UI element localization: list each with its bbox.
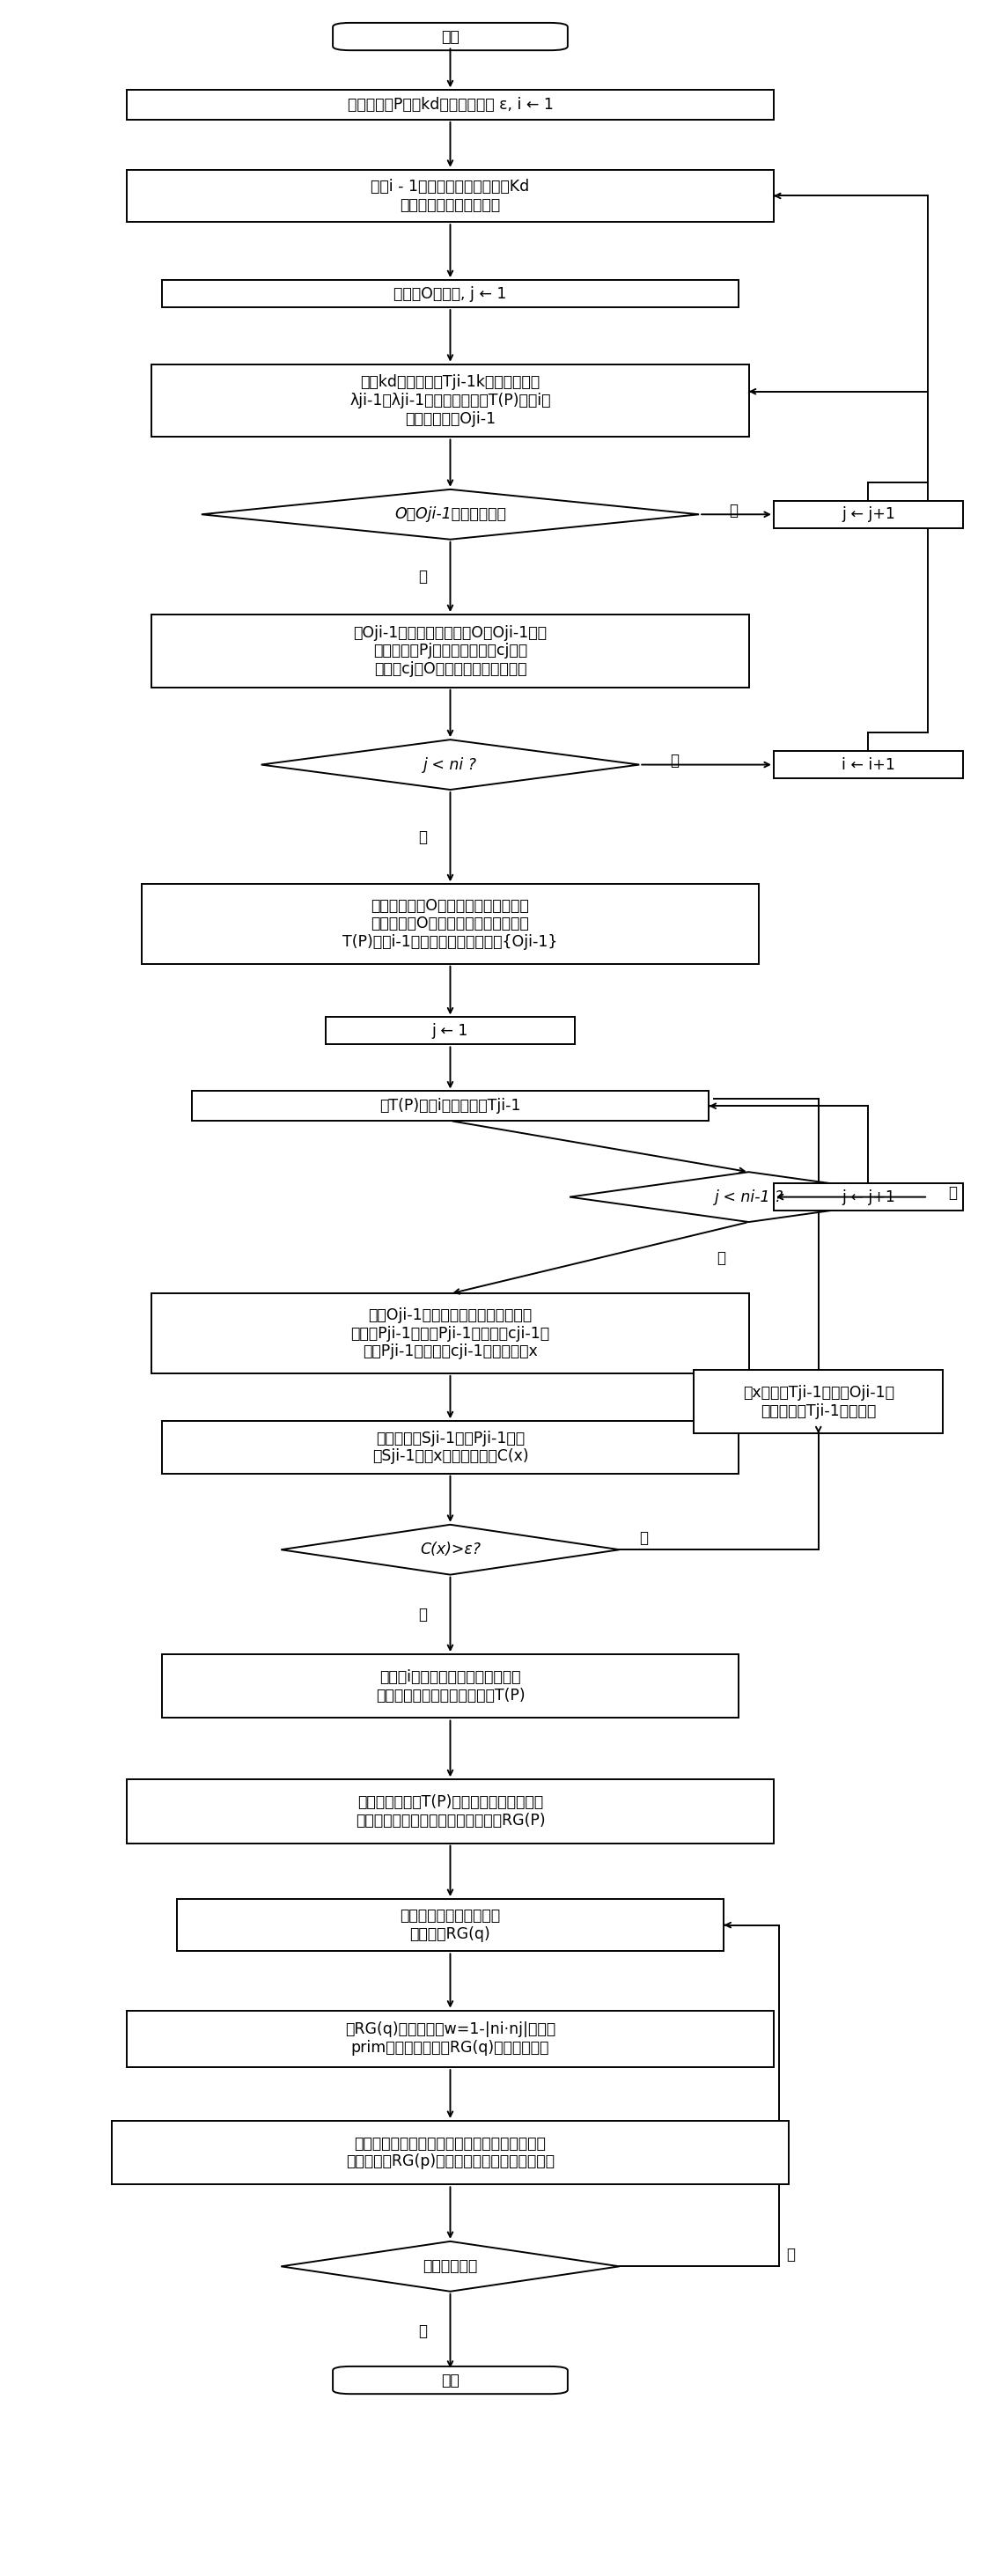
Text: 否: 否 bbox=[418, 569, 427, 585]
Text: 在T(P)的第i层构造结点Tji-1: 在T(P)的第i层构造结点Tji-1 bbox=[380, 1097, 521, 1113]
Text: 将不属于集合O的样点划分至距其最近
的均值点在O中对应的结点集合，获得
T(P)的第i-1层结点互不相交的集合{Oji-1}: 将不属于集合O的样点划分至距其最近 的均值点在O中对应的结点集合，获得 T(P)… bbox=[343, 896, 558, 951]
Text: 提取Oji-1的各个结点包含的样点，形
成点集Pji-1，计算Pji-1的均值点cji-1，
并从Pji-1中选择距cji-1最近的样点x: 提取Oji-1的各个结点包含的样点，形 成点集Pji-1，计算Pji-1的均值点… bbox=[351, 1306, 550, 1360]
Bar bbox=[112, 2120, 789, 2184]
Bar bbox=[192, 1092, 709, 1121]
Polygon shape bbox=[281, 2241, 619, 2293]
Text: 结束: 结束 bbox=[441, 2372, 459, 2388]
Text: 否: 否 bbox=[418, 829, 427, 845]
Text: 是: 是 bbox=[418, 1607, 427, 1623]
Bar bbox=[177, 1899, 724, 1950]
Bar bbox=[142, 884, 759, 963]
Bar bbox=[152, 616, 749, 688]
Bar bbox=[127, 170, 774, 222]
Text: 是否遍历完成: 是否遍历完成 bbox=[423, 2259, 478, 2275]
Text: j ← j+1: j ← j+1 bbox=[841, 1190, 895, 1206]
Bar bbox=[127, 1780, 774, 1844]
Text: 以关联顶点为起始点，并以该点法向量朝向为参
考方向遍历RG(p)的最小生成树，实现法向传播: 以关联顶点为起始点，并以该点法向量朝向为参 考方向遍历RG(p)的最小生成树，实… bbox=[346, 2136, 555, 2169]
Text: 将x存储于Tji-1，并将Oji-1中
的结点作为Tji-1的子结点: 将x存储于Tji-1，并将Oji-1中 的结点作为Tji-1的子结点 bbox=[743, 1386, 894, 1419]
Polygon shape bbox=[261, 739, 639, 791]
Text: 是: 是 bbox=[670, 752, 679, 768]
Text: 是: 是 bbox=[418, 2324, 427, 2339]
Text: 否: 否 bbox=[639, 1530, 648, 1546]
Bar bbox=[162, 281, 739, 307]
Text: 基于kd树查询结点Tji-1k近邻构成集合
λji-1，λji-1中各样点对应的T(P)中第i层
结点构成集合Oji-1: 基于kd树查询结点Tji-1k近邻构成集合 λji-1，λji-1中各样点对应的… bbox=[350, 374, 551, 428]
Bar bbox=[326, 1018, 575, 1043]
Text: 将Oji-1作为元素并入集合O，Oji-1中样
点构成集合Pj将，计算均值点cj算，
并建立cj与O中结点集合的对应关系: 将Oji-1作为元素并入集合O，Oji-1中样 点构成集合Pj将，计算均值点cj… bbox=[353, 623, 547, 677]
Text: 自上而下遍历层T(P)的各层结点，为结点所
包含的子集构建黎曼图，构成黎曼图RG(P): 自上而下遍历层T(P)的各层结点，为结点所 包含的子集构建黎曼图，构成黎曼图RG… bbox=[355, 1795, 545, 1829]
Bar bbox=[162, 1422, 739, 1473]
Text: 开始: 开始 bbox=[441, 28, 459, 44]
Bar bbox=[162, 1654, 739, 1718]
Polygon shape bbox=[281, 1525, 619, 1574]
FancyBboxPatch shape bbox=[333, 2367, 568, 2393]
Text: 是: 是 bbox=[948, 1185, 957, 1200]
Text: j ← 1: j ← 1 bbox=[432, 1023, 468, 1038]
Bar bbox=[127, 90, 774, 118]
Text: C(x)>ε?: C(x)>ε? bbox=[420, 1543, 481, 1558]
Polygon shape bbox=[201, 489, 699, 538]
FancyBboxPatch shape bbox=[333, 23, 568, 52]
Bar bbox=[152, 1293, 749, 1373]
Bar bbox=[152, 363, 749, 438]
Text: 否: 否 bbox=[717, 1249, 725, 1265]
Text: 为曲面样本P构建kd树，设定阈值 ε, i ← 1: 为曲面样本P构建kd树，设定阈值 ε, i ← 1 bbox=[347, 98, 553, 113]
Text: 以样条曲面Sji-1逼近Pji-1，基
于Sji-1计算x的高斯曲率值C(x): 以样条曲面Sji-1逼近Pji-1，基 于Sji-1计算x的高斯曲率值C(x) bbox=[372, 1430, 528, 1463]
Text: 将RG(q)的边赋权为w=1-|ni·nj|，利用
prim算法计算黎曼图RG(q)的最小生成树: 将RG(q)的边赋权为w=1-|ni·nj|，利用 prim算法计算黎曼图RG(… bbox=[345, 2022, 555, 2056]
Polygon shape bbox=[570, 1172, 928, 1221]
Text: 删除第i层结点，并构建一个结点作
为根结点，获得多分辨率模型T(P): 删除第i层结点，并构建一个结点作 为根结点，获得多分辨率模型T(P) bbox=[376, 1669, 525, 1703]
Text: i ← i+1: i ← i+1 bbox=[841, 757, 895, 773]
Bar bbox=[774, 752, 963, 778]
Text: 否: 否 bbox=[787, 2246, 795, 2262]
Text: 为第i - 1层结点包含的样点构建Kd
树，并建立一一对应关系: 为第i - 1层结点包含的样点构建Kd 树，并建立一一对应关系 bbox=[371, 178, 530, 214]
Bar bbox=[774, 500, 963, 528]
Text: 先序遍历多层黎曼图结点
获得结点RG(q): 先序遍历多层黎曼图结点 获得结点RG(q) bbox=[400, 1909, 500, 1942]
Text: j < ni ?: j < ni ? bbox=[423, 757, 477, 773]
Text: 初始化O为空集, j ← 1: 初始化O为空集, j ← 1 bbox=[394, 286, 507, 301]
Text: 是: 是 bbox=[729, 502, 738, 518]
Text: j ← j+1: j ← j+1 bbox=[841, 507, 895, 523]
Bar bbox=[694, 1370, 943, 1435]
Bar bbox=[127, 2009, 774, 2069]
Bar bbox=[774, 1182, 963, 1211]
Text: j < ni-1 ?: j < ni-1 ? bbox=[714, 1190, 783, 1206]
Text: O与Oji-1是否存在交集: O与Oji-1是否存在交集 bbox=[394, 507, 506, 523]
